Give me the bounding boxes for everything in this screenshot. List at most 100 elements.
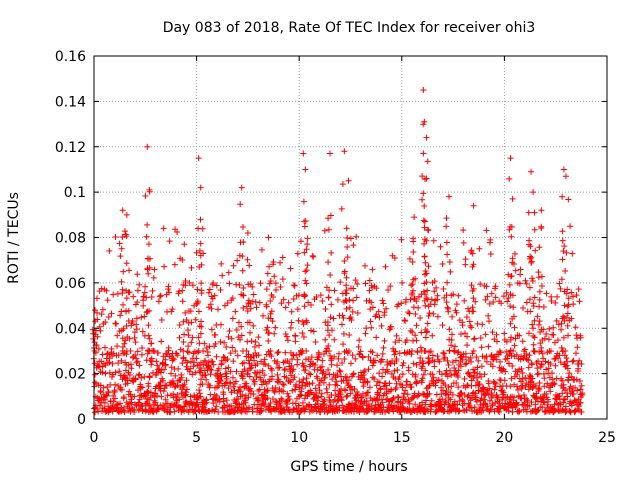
data-point: [134, 287, 141, 294]
data-point: [322, 336, 329, 343]
data-point: [422, 259, 429, 266]
data-point: [391, 367, 398, 374]
data-point: [141, 313, 148, 320]
data-point: [125, 289, 132, 296]
data-point: [534, 358, 541, 365]
data-point: [272, 324, 279, 331]
data-point: [493, 356, 500, 363]
data-point: [519, 382, 526, 389]
data-point: [437, 243, 444, 250]
data-point: [233, 326, 240, 333]
data-point: [116, 368, 123, 375]
data-point: [522, 374, 529, 381]
data-point: [263, 286, 270, 293]
data-point: [565, 332, 572, 339]
data-point: [307, 371, 314, 378]
data-point: [308, 327, 315, 334]
data-point: [576, 378, 583, 385]
data-point: [433, 408, 440, 415]
data-point: [100, 384, 107, 391]
data-point: [547, 388, 554, 395]
data-point: [274, 404, 281, 411]
data-point: [536, 303, 543, 310]
data-point: [90, 335, 97, 342]
data-point: [99, 369, 106, 376]
data-point: [136, 371, 143, 378]
y-tick-label: 0.08: [55, 231, 86, 247]
data-point: [529, 385, 536, 392]
data-point: [212, 406, 219, 413]
data-point: [224, 356, 231, 363]
data-point: [467, 358, 474, 365]
data-point: [352, 355, 359, 362]
data-point: [128, 365, 135, 372]
data-point: [485, 391, 492, 398]
data-point: [218, 260, 225, 267]
data-point: [444, 357, 451, 364]
data-point: [213, 282, 220, 289]
data-point: [484, 402, 491, 409]
data-point: [425, 359, 432, 366]
data-point: [283, 374, 290, 381]
data-point: [411, 214, 418, 221]
data-point: [387, 323, 394, 330]
data-point: [508, 272, 515, 279]
data-point: [423, 134, 430, 141]
data-point: [295, 317, 302, 324]
data-point: [197, 240, 204, 247]
data-point: [272, 398, 279, 405]
data-point: [132, 339, 139, 346]
data-point: [565, 295, 572, 302]
data-point: [566, 407, 573, 414]
data-point: [175, 365, 182, 372]
data-point: [229, 315, 236, 322]
data-point: [316, 387, 323, 394]
data-point: [291, 282, 298, 289]
data-point: [413, 378, 420, 385]
data-point: [525, 364, 532, 371]
data-point: [479, 404, 486, 411]
data-point: [475, 382, 482, 389]
data-point: [458, 390, 465, 397]
data-point: [180, 347, 187, 354]
data-point: [200, 347, 207, 354]
data-point: [156, 366, 163, 373]
data-point: [555, 321, 562, 328]
data-point: [304, 241, 311, 248]
data-point: [483, 283, 490, 290]
data-point: [461, 375, 468, 382]
data-point: [168, 370, 175, 377]
data-point: [558, 344, 565, 351]
data-point: [576, 357, 583, 364]
data-point: [198, 290, 205, 297]
data-point: [243, 303, 250, 310]
data-point: [208, 366, 215, 373]
data-point: [409, 371, 416, 378]
data-point: [538, 361, 545, 368]
data-point: [101, 396, 108, 403]
data-point: [448, 292, 455, 299]
data-point: [191, 359, 198, 366]
data-point: [559, 193, 566, 200]
data-point: [379, 356, 386, 363]
data-point: [545, 336, 552, 343]
data-point: [143, 233, 150, 240]
data-point: [502, 368, 509, 375]
data-point: [531, 294, 538, 301]
y-tick-label: 0.02: [55, 367, 86, 383]
data-point: [479, 321, 486, 328]
data-point: [564, 310, 571, 317]
data-point: [446, 347, 453, 354]
data-point: [538, 347, 545, 354]
data-point: [392, 339, 399, 346]
data-point: [326, 150, 333, 157]
data-point: [530, 341, 537, 348]
data-point: [101, 344, 108, 351]
data-point: [144, 388, 151, 395]
data-point: [366, 384, 373, 391]
data-point: [239, 375, 246, 382]
data-point: [183, 389, 190, 396]
data-point: [425, 303, 432, 310]
data-point: [367, 318, 374, 325]
data-point: [525, 386, 532, 393]
